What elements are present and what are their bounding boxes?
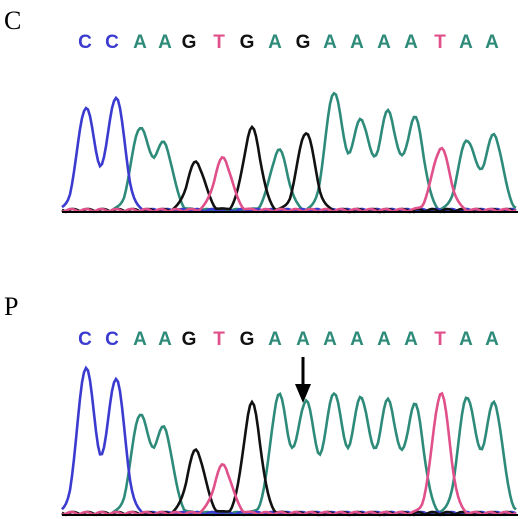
base-call-7: A <box>268 329 282 350</box>
trace-a <box>61 91 517 214</box>
base-call-4: G <box>181 329 197 350</box>
base-call-6: G <box>239 329 255 350</box>
base-call-12: A <box>404 329 418 350</box>
base-call-0: C <box>78 32 92 53</box>
base-call-1: C <box>105 32 119 53</box>
base-call-14: A <box>459 329 473 350</box>
base-call-13: T <box>434 32 446 53</box>
base-call-3: A <box>158 329 172 350</box>
base-call-10: A <box>350 32 364 53</box>
base-call-4: G <box>181 32 197 53</box>
base-call-0: C <box>78 329 92 350</box>
base-call-14: A <box>459 32 473 53</box>
base-call-5: T <box>213 32 225 53</box>
base-call-15: A <box>485 329 499 350</box>
base-call-12: A <box>404 32 418 53</box>
base-call-2: A <box>133 329 147 350</box>
base-call-11: A <box>377 329 391 350</box>
base-call-13: T <box>434 329 446 350</box>
base-call-6: G <box>239 32 255 53</box>
base-call-5: T <box>213 329 225 350</box>
base-call-9: A <box>323 329 337 350</box>
panel-label: C <box>4 6 22 35</box>
base-call-10: A <box>350 329 364 350</box>
base-call-8: G <box>295 32 311 53</box>
base-call-2: A <box>133 32 147 53</box>
chromatogram-trace <box>61 91 518 214</box>
base-call-1: C <box>105 329 119 350</box>
trace-a <box>61 391 517 517</box>
base-call-8: A <box>296 329 310 350</box>
base-call-7: A <box>268 32 282 53</box>
base-call-15: A <box>485 32 499 53</box>
mutation-arrow-icon <box>295 357 311 403</box>
base-call-9: A <box>323 32 337 53</box>
trace-c <box>61 95 517 214</box>
base-call-3: A <box>158 32 172 53</box>
base-call-11: A <box>377 32 391 53</box>
panel-label: P <box>4 292 19 321</box>
chromatogram-trace <box>61 357 518 517</box>
trace-c <box>61 365 517 517</box>
